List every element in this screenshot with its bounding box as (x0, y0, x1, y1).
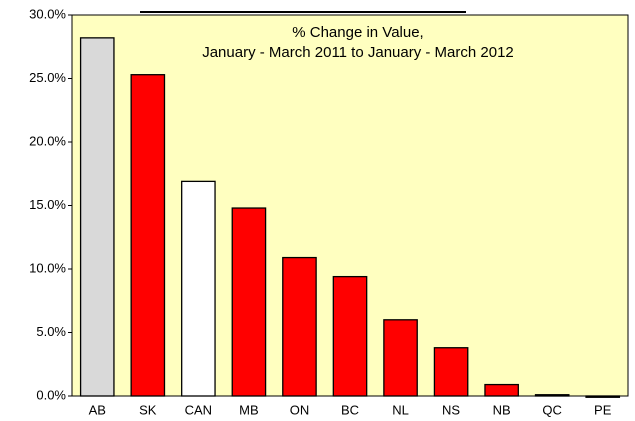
x-tick-label: CAN (185, 402, 212, 417)
bar (332, 275, 368, 397)
x-tick-label: BC (341, 402, 359, 417)
bar (433, 347, 469, 397)
y-tick-label: 5.0% (36, 324, 66, 339)
bar (383, 319, 418, 397)
bar (130, 74, 166, 397)
x-tick-label: AB (89, 402, 106, 417)
y-tick-label: 10.0% (29, 260, 66, 275)
x-tick-label: NB (493, 402, 511, 417)
bar (231, 207, 267, 397)
x-tick-label: NS (442, 402, 460, 417)
x-tick-label: NL (392, 402, 409, 417)
bar (484, 383, 519, 397)
x-tick-label: ON (290, 402, 310, 417)
x-tick-label: SK (139, 402, 157, 417)
chart-title: % Change in Value, (292, 24, 423, 41)
bar (282, 256, 317, 397)
y-tick-label: 30.0% (29, 6, 66, 21)
y-tick-label: 20.0% (29, 133, 66, 148)
x-tick-label: MB (239, 402, 259, 417)
y-tick-label: 15.0% (29, 197, 66, 212)
bar (181, 180, 216, 397)
x-tick-label: QC (542, 402, 562, 417)
bar (79, 37, 115, 397)
x-tick-label: PE (594, 402, 612, 417)
y-tick-label: 0.0% (36, 387, 66, 402)
y-tick-label: 25.0% (29, 70, 66, 85)
chart-subtitle: January - March 2011 to January - March … (202, 44, 514, 61)
